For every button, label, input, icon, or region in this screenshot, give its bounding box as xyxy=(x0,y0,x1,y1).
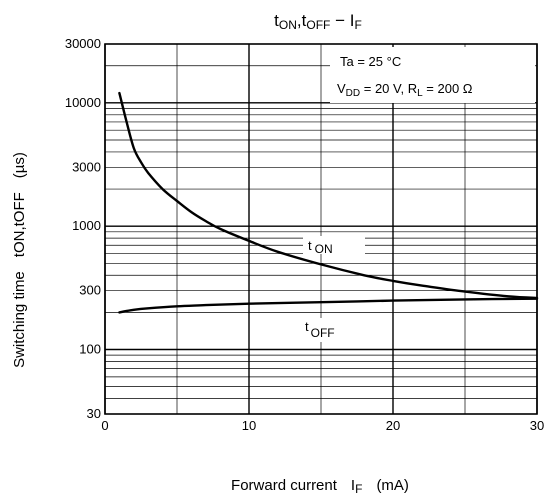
condition-ta: Ta = 25 °C xyxy=(340,54,401,69)
series-curves xyxy=(118,91,539,314)
ton-label-bg xyxy=(303,236,365,254)
series-label-ton: t ON xyxy=(308,238,333,256)
y-tick-label: 300 xyxy=(79,283,101,298)
conditions-box xyxy=(330,47,535,103)
x-tick-label: 20 xyxy=(386,418,400,433)
x-axis-label: Forward current IF (mA) xyxy=(231,477,409,496)
x-tick-label: 30 xyxy=(530,418,544,433)
condition-vdd-rl: VDD = 20 V, RL = 200 Ω xyxy=(337,81,473,99)
y-tick-label: 30000 xyxy=(65,36,101,51)
y-tick-label: 3000 xyxy=(72,159,101,174)
series-line-ton xyxy=(118,91,539,300)
series-label-toff: t OFF xyxy=(305,319,335,340)
chart-title: tON,tOFF − IF xyxy=(274,11,362,32)
plot-frame xyxy=(104,43,538,415)
y-tick-label: 30 xyxy=(87,406,101,421)
y-tick-label: 1000 xyxy=(72,218,101,233)
y-tick-label: 100 xyxy=(79,342,101,357)
series-line-toff xyxy=(118,297,539,314)
y-tick-label: 10000 xyxy=(65,95,101,110)
toff-label-bg xyxy=(300,318,352,342)
x-tick-label: 0 xyxy=(101,418,108,433)
grid-lines xyxy=(104,43,538,415)
x-tick-label: 10 xyxy=(242,418,256,433)
tick-labels: 30 100 300 1000 3000 10000 30000 0 10 20 30 xyxy=(65,36,544,433)
y-axis-label: Switching timetON,tOFF(µs) xyxy=(11,152,28,368)
